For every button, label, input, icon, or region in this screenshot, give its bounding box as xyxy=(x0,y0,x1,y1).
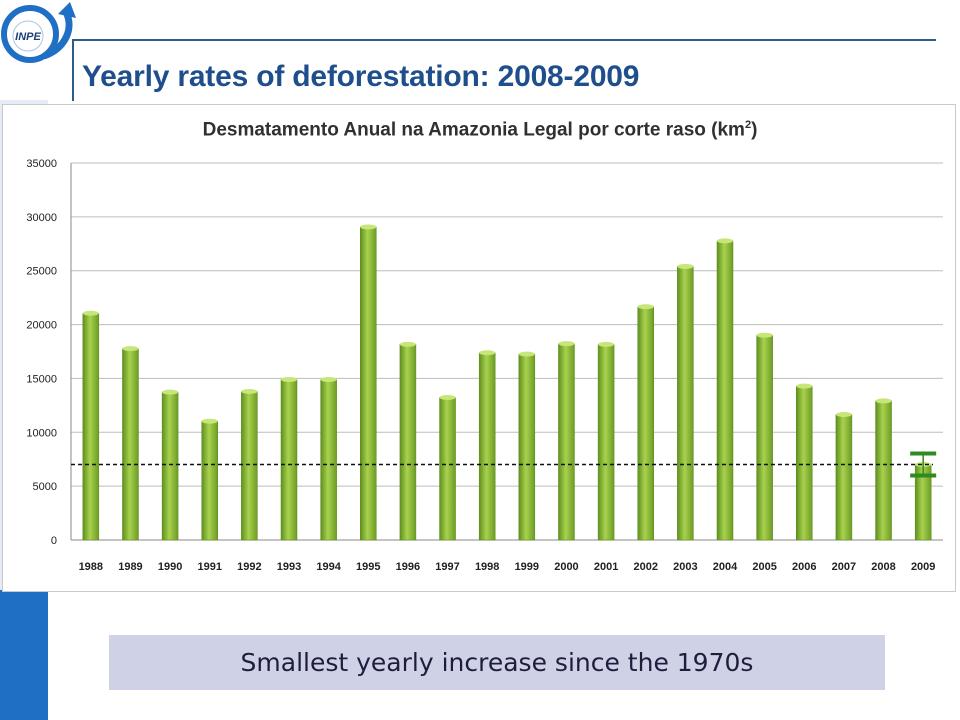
x-tick-label: 1996 xyxy=(396,561,420,573)
y-tick-label: 10000 xyxy=(26,427,57,439)
bar-chart: 0 5000 10000 15000 20000 25000 30000 35000 1988 1… xyxy=(26,158,943,573)
bar-1990 xyxy=(161,391,179,541)
bar-cap-1993 xyxy=(281,377,297,383)
bar-cap-1991 xyxy=(201,418,218,424)
marker-bottom-bar xyxy=(910,473,937,478)
bar-cap-2006 xyxy=(796,383,813,389)
x-tick-label: 1998 xyxy=(475,561,499,573)
bar-cap-1995 xyxy=(360,224,377,230)
x-tick-label: 1990 xyxy=(158,561,182,573)
x-tick-label: 1992 xyxy=(237,561,261,573)
bar-1997 xyxy=(439,397,456,541)
header-vertical-rule xyxy=(72,39,74,101)
y-tick-label: 15000 xyxy=(26,373,57,385)
x-tick-label: 1994 xyxy=(316,561,341,573)
bar-2002 xyxy=(637,306,654,541)
y-tick-label: 5000 xyxy=(33,481,57,493)
bar-cap-1997 xyxy=(439,395,456,401)
bar-2003 xyxy=(677,266,694,541)
bar-1991 xyxy=(201,420,218,541)
x-tick-label: 1989 xyxy=(118,561,142,573)
y-tick-label: 25000 xyxy=(26,266,57,278)
logo-text: INPE xyxy=(15,31,41,43)
bar-cap-1998 xyxy=(479,350,496,356)
x-tick-label: 1995 xyxy=(356,561,380,573)
caption-text: Smallest yearly increase since the 1970s xyxy=(240,648,754,677)
chart-title-main: Desmatamento Anual na Amazonia Legal por… xyxy=(202,119,745,141)
bar-cap-2007 xyxy=(835,412,852,418)
chart-title-sup: 2 xyxy=(744,119,752,131)
bar-cap-2004 xyxy=(717,238,733,244)
x-tick-label: 2005 xyxy=(752,561,776,573)
bar-2000 xyxy=(558,343,575,541)
bar-1989 xyxy=(122,348,139,541)
y-tick-label: 20000 xyxy=(26,320,57,332)
y-tick-label: 0 xyxy=(51,535,57,547)
bar-cap-1999 xyxy=(518,351,535,357)
bar-cap-2000 xyxy=(558,341,575,347)
bar-2001 xyxy=(597,344,615,541)
slide-title: Yearly rates of deforestation: 2008-2009 xyxy=(82,60,640,93)
chart-title-end: ) xyxy=(751,119,758,141)
bar-1994 xyxy=(320,379,337,541)
chart-title: Desmatamento Anual na Amazonia Legal por… xyxy=(3,119,957,141)
header-rule xyxy=(72,39,936,41)
y-tick-label: 35000 xyxy=(26,158,57,170)
bar-cap-1988 xyxy=(82,310,99,316)
x-tick-label: 2002 xyxy=(633,561,657,573)
bar-1988 xyxy=(82,313,100,541)
x-tick-label: 2003 xyxy=(673,561,697,573)
left-accent-bar xyxy=(0,590,48,720)
marker-top-bar xyxy=(910,451,937,456)
chart-frame: Desmatamento Anual na Amazonia Legal por… xyxy=(2,104,956,592)
x-tick-label: 2001 xyxy=(594,561,618,573)
bar-cap-2001 xyxy=(598,341,615,347)
bar-cap-1996 xyxy=(399,341,416,347)
bar-2006 xyxy=(796,385,813,541)
x-tick-label: 2004 xyxy=(713,561,738,573)
x-tick-label: 1991 xyxy=(197,561,221,573)
bar-1992 xyxy=(241,391,258,541)
bar-1998 xyxy=(478,352,496,541)
bar-cap-1992 xyxy=(241,389,258,395)
x-tick-label: 1997 xyxy=(435,561,459,573)
x-tick-label: 1999 xyxy=(515,561,539,573)
bar-cap-2005 xyxy=(756,332,773,338)
bar-cap-2003 xyxy=(677,263,694,269)
bar-1995 xyxy=(360,226,377,541)
bar-cap-1989 xyxy=(122,346,139,352)
x-tick-label: 1988 xyxy=(79,561,103,573)
x-tick-label: 2008 xyxy=(871,561,895,573)
bar-2008 xyxy=(875,400,892,541)
bar-1996 xyxy=(399,344,417,541)
x-tick-label: 2006 xyxy=(792,561,816,573)
bar-2007 xyxy=(835,414,853,541)
inpe-logo: INPE xyxy=(1,2,76,63)
bar-1999 xyxy=(518,353,536,541)
x-tick-label: 2007 xyxy=(832,561,856,573)
y-tick-label: 30000 xyxy=(26,212,57,224)
bar-cap-2002 xyxy=(637,304,654,310)
bar-cap-2008 xyxy=(875,398,892,404)
bar-1993 xyxy=(280,379,298,541)
x-tick-label: 1993 xyxy=(277,561,301,573)
bar-2005 xyxy=(756,334,773,541)
x-tick-label: 2009 xyxy=(911,561,935,573)
bar-cap-1990 xyxy=(162,389,179,395)
bar-cap-1994 xyxy=(320,377,337,383)
x-tick-label: 2000 xyxy=(554,561,578,573)
caption-box: Smallest yearly increase since the 1970s xyxy=(109,635,885,690)
bar-2004 xyxy=(716,240,734,541)
